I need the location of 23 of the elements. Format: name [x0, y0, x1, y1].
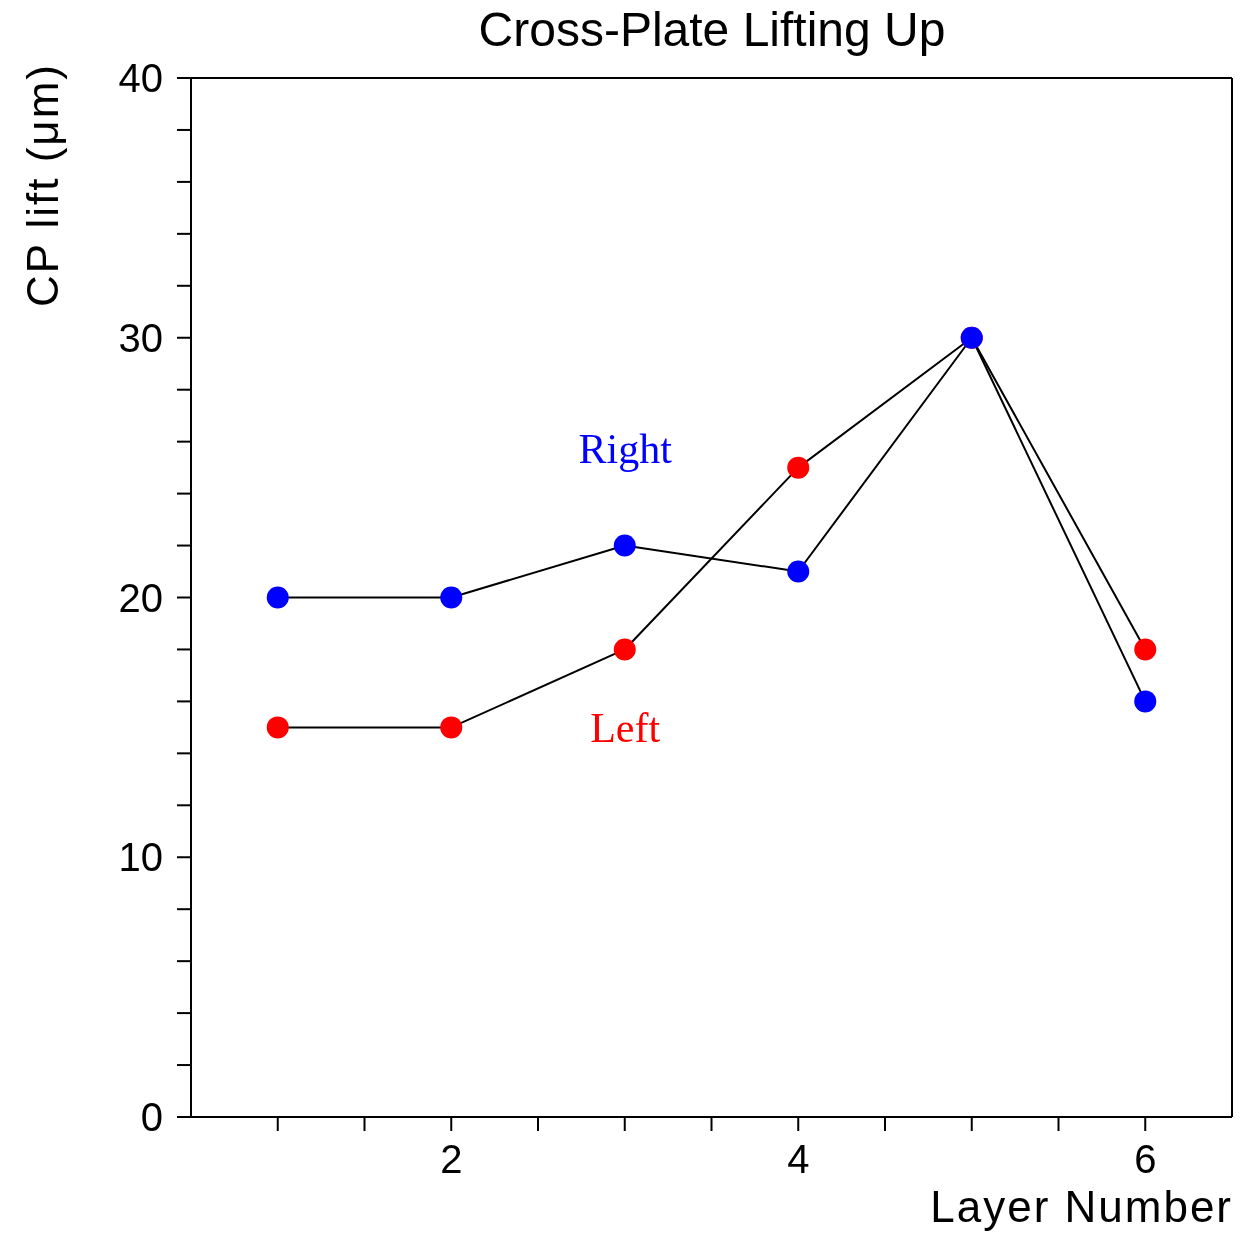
x-tick-label: 4 — [787, 1137, 810, 1182]
point — [440, 716, 463, 739]
series-label: Right — [577, 425, 673, 473]
chart-title: Cross-Plate Lifting Up — [477, 2, 947, 57]
point — [1134, 690, 1157, 713]
point — [440, 586, 463, 609]
x-tick-label: 2 — [440, 1137, 463, 1182]
point — [787, 560, 810, 583]
point — [1134, 638, 1157, 661]
point — [613, 638, 636, 661]
y-axis-title: CP lift (μm) — [18, 63, 68, 308]
x-tick-label: 6 — [1134, 1137, 1157, 1182]
y-tick-label: 30 — [118, 315, 163, 360]
y-tick-label: 40 — [118, 56, 163, 101]
y-tick-label: 10 — [118, 835, 163, 880]
x-axis-title: Layer Number — [930, 1182, 1233, 1232]
y-tick-label: 20 — [118, 575, 163, 620]
point — [787, 456, 810, 479]
y-tick-label: 0 — [140, 1095, 163, 1140]
point — [266, 586, 289, 609]
point — [266, 716, 289, 739]
series-label: Left — [589, 704, 662, 752]
point — [613, 534, 636, 557]
